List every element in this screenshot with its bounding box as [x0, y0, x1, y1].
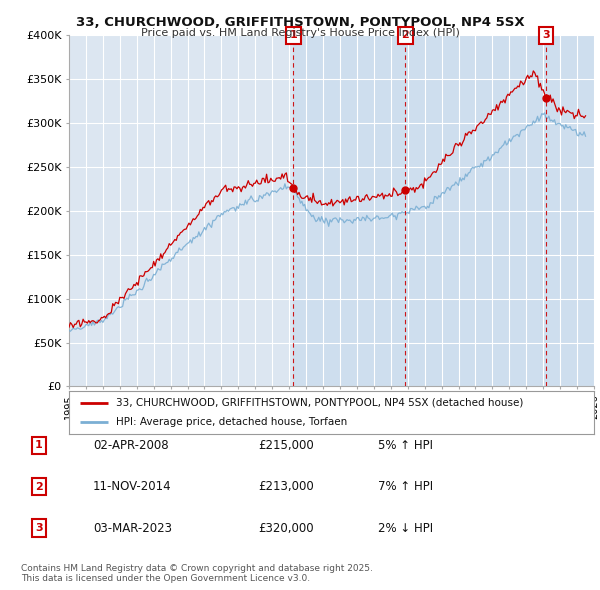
Text: 2: 2: [35, 482, 43, 491]
Text: £215,000: £215,000: [258, 439, 314, 452]
Text: 2: 2: [401, 31, 409, 40]
Text: 02-APR-2008: 02-APR-2008: [93, 439, 169, 452]
Bar: [546, 35, 594, 386]
Text: 3: 3: [542, 31, 550, 40]
Text: £320,000: £320,000: [258, 522, 314, 535]
Text: 3: 3: [35, 523, 43, 533]
Text: 1: 1: [290, 31, 297, 40]
Text: 5% ↑ HPI: 5% ↑ HPI: [378, 439, 433, 452]
Text: 11-NOV-2014: 11-NOV-2014: [93, 480, 172, 493]
Text: 1: 1: [35, 441, 43, 450]
Text: 2% ↓ HPI: 2% ↓ HPI: [378, 522, 433, 535]
Bar: [293, 35, 406, 386]
Text: 03-MAR-2023: 03-MAR-2023: [93, 522, 172, 535]
Text: Price paid vs. HM Land Registry's House Price Index (HPI): Price paid vs. HM Land Registry's House …: [140, 28, 460, 38]
Text: Contains HM Land Registry data © Crown copyright and database right 2025.
This d: Contains HM Land Registry data © Crown c…: [21, 563, 373, 583]
Bar: [406, 35, 546, 386]
Text: 33, CHURCHWOOD, GRIFFITHSTOWN, PONTYPOOL, NP4 5SX (detached house): 33, CHURCHWOOD, GRIFFITHSTOWN, PONTYPOOL…: [116, 398, 524, 408]
Text: £213,000: £213,000: [258, 480, 314, 493]
Text: 7% ↑ HPI: 7% ↑ HPI: [378, 480, 433, 493]
Text: 33, CHURCHWOOD, GRIFFITHSTOWN, PONTYPOOL, NP4 5SX: 33, CHURCHWOOD, GRIFFITHSTOWN, PONTYPOOL…: [76, 16, 524, 29]
Text: HPI: Average price, detached house, Torfaen: HPI: Average price, detached house, Torf…: [116, 417, 347, 427]
